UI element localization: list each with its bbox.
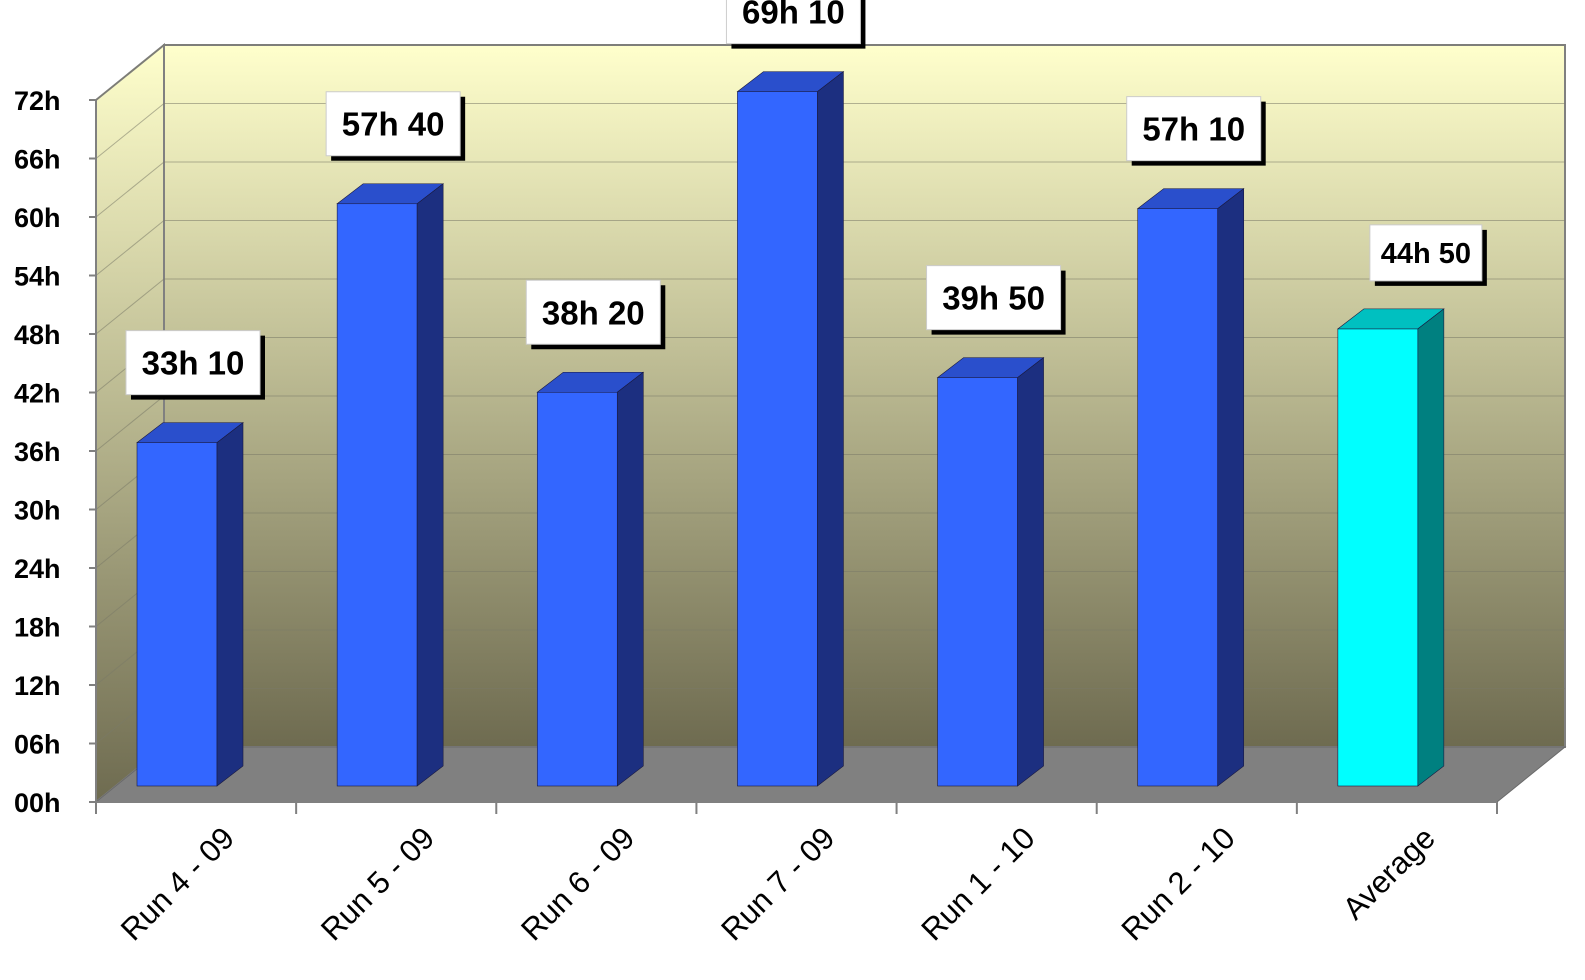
data-label: 69h 10 bbox=[725, 0, 866, 49]
bar bbox=[936, 357, 1045, 787]
y-tick-label: 48h bbox=[14, 320, 61, 350]
data-label-box bbox=[1126, 96, 1262, 162]
y-tick-label: 36h bbox=[14, 437, 61, 467]
x-category-label: Run 2 - 10 bbox=[1115, 820, 1242, 947]
bar bbox=[336, 183, 445, 787]
data-label: 57h 10 bbox=[1126, 96, 1266, 166]
bar-side bbox=[1417, 308, 1445, 787]
x-category-label: Run 1 - 10 bbox=[914, 820, 1041, 947]
gridline bbox=[95, 161, 1565, 218]
data-label: 38h 20 bbox=[525, 279, 666, 350]
data-label-text: 69h 10 bbox=[742, 0, 845, 31]
bar-front bbox=[136, 442, 218, 787]
bar-front bbox=[1137, 208, 1219, 787]
bar-side bbox=[1217, 188, 1245, 787]
data-label-text: 44h 50 bbox=[1381, 238, 1471, 270]
bar-side bbox=[1017, 357, 1044, 787]
data-label-text: 39h 50 bbox=[942, 280, 1045, 317]
data-label-text: 33h 10 bbox=[142, 345, 245, 382]
data-label-box bbox=[525, 279, 661, 345]
bar-front bbox=[336, 203, 418, 787]
gridline bbox=[95, 278, 1565, 335]
y-tick-label: 60h bbox=[14, 203, 61, 233]
x-category-label: Run 6 - 09 bbox=[514, 820, 641, 947]
data-label-box bbox=[125, 330, 261, 396]
bar-front bbox=[1337, 328, 1419, 787]
data-label: 44h 50 bbox=[1369, 224, 1487, 286]
y-tick-label: 00h bbox=[14, 788, 61, 818]
data-label-box bbox=[926, 265, 1062, 331]
x-category-label: Average bbox=[1336, 820, 1442, 926]
bar bbox=[136, 422, 244, 787]
x-category-label: Run 5 - 09 bbox=[314, 820, 441, 947]
data-label: 33h 10 bbox=[125, 330, 265, 400]
y-tick-label: 66h bbox=[14, 145, 61, 175]
bar-front bbox=[737, 91, 818, 787]
data-label: 39h 50 bbox=[926, 265, 1066, 335]
data-label: 57h 40 bbox=[325, 91, 466, 161]
x-category-label: Run 7 - 09 bbox=[714, 820, 841, 947]
x-category-label: Run 4 - 09 bbox=[114, 820, 241, 947]
bar bbox=[736, 71, 845, 787]
gridline bbox=[95, 220, 1565, 276]
y-tick-label: 42h bbox=[14, 379, 61, 409]
data-label-box bbox=[1369, 224, 1483, 282]
data-label-box bbox=[725, 0, 861, 45]
gridline bbox=[95, 44, 1565, 101]
bar-side bbox=[817, 71, 844, 787]
bar-side bbox=[216, 422, 244, 787]
data-label-text: 57h 40 bbox=[342, 106, 445, 143]
y-tick-label: 18h bbox=[14, 613, 61, 643]
gridline bbox=[95, 103, 1565, 159]
bar-side bbox=[416, 183, 444, 787]
y-tick-label: 24h bbox=[14, 554, 61, 584]
y-tick-label: 12h bbox=[14, 671, 61, 701]
bar-front bbox=[536, 391, 618, 787]
y-tick-label: 30h bbox=[14, 496, 61, 526]
y-tick-label: 72h bbox=[14, 86, 61, 116]
y-tick-label: 06h bbox=[14, 730, 61, 760]
bar bbox=[536, 371, 645, 787]
data-label-box bbox=[325, 91, 461, 157]
data-label-text: 38h 20 bbox=[542, 294, 645, 331]
bar-side bbox=[616, 371, 644, 787]
bar bbox=[1336, 308, 1445, 787]
data-label-text: 57h 10 bbox=[1142, 111, 1245, 148]
y-tick-label: 54h bbox=[14, 262, 61, 292]
bar-front bbox=[937, 377, 1018, 787]
bar bbox=[1136, 188, 1245, 787]
